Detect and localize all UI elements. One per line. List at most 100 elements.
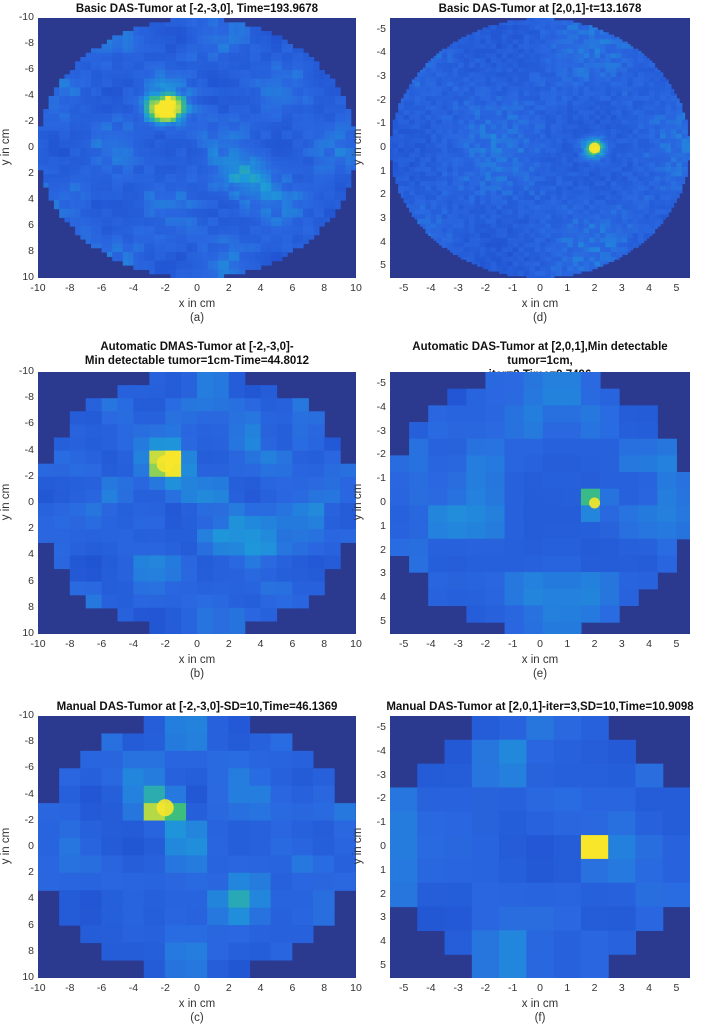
heatmap-cell xyxy=(101,44,108,49)
heatmap-cell xyxy=(80,126,87,132)
heatmap-cell xyxy=(436,195,440,199)
heatmap-cell xyxy=(244,182,251,188)
heatmap-cell xyxy=(430,91,435,95)
heatmap-cell xyxy=(313,182,320,188)
heatmap-cell xyxy=(400,162,405,166)
heatmap-cell xyxy=(144,239,150,244)
heatmap-cell xyxy=(191,104,198,110)
heatmap-cell xyxy=(228,161,235,166)
heatmap-cell xyxy=(276,61,283,67)
heatmap-cell xyxy=(436,233,440,237)
heatmap-cell xyxy=(452,79,457,83)
x-tick-label: 6 xyxy=(289,282,296,294)
heatmap-cell xyxy=(422,209,427,213)
heatmap-cell xyxy=(244,35,251,41)
heatmap-cell xyxy=(455,126,459,130)
heatmap-cell xyxy=(411,88,416,92)
heatmap-cell xyxy=(406,181,410,185)
heatmap-cell xyxy=(239,83,246,88)
heatmap-cell xyxy=(239,161,246,166)
heatmap-cell xyxy=(265,65,272,71)
heatmap-cell xyxy=(430,155,435,159)
heatmap-cell xyxy=(444,157,448,161)
heatmap-cell xyxy=(207,733,229,752)
heatmap-cell xyxy=(250,39,256,45)
heatmap-cell xyxy=(202,113,209,119)
heatmap-cell xyxy=(228,143,235,149)
heatmap-cell xyxy=(450,192,454,196)
heatmap-cell xyxy=(117,169,124,175)
heatmap-cell xyxy=(340,135,346,140)
heatmap-cell xyxy=(271,39,278,45)
heatmap-cell xyxy=(271,217,278,223)
heatmap-cell xyxy=(244,256,251,262)
heatmap-cell xyxy=(85,398,103,412)
heatmap-cell xyxy=(430,58,435,62)
heatmap-cell xyxy=(340,169,346,175)
heatmap-cell xyxy=(223,130,230,136)
heatmap-cell xyxy=(417,176,421,180)
heatmap-cell xyxy=(455,112,459,116)
heatmap-cell xyxy=(149,109,156,114)
heatmap-cell xyxy=(265,70,272,75)
heatmap-cell xyxy=(202,226,209,231)
heatmap-cell xyxy=(234,22,240,28)
heatmap-cell xyxy=(117,57,124,62)
heatmap-cell xyxy=(165,385,182,399)
heatmap-cell xyxy=(165,230,172,236)
heatmap-cell xyxy=(223,243,230,249)
heatmap-cell xyxy=(223,200,230,205)
heatmap-cell xyxy=(398,122,402,125)
heatmap-cell xyxy=(260,243,267,249)
heatmap-cell xyxy=(207,78,214,84)
heatmap-cell xyxy=(287,230,293,236)
heatmap-cell xyxy=(350,148,356,153)
heatmap-cell xyxy=(406,190,410,194)
heatmap-cell xyxy=(228,122,235,127)
heatmap-cell xyxy=(101,156,108,162)
heatmap-cell xyxy=(420,164,424,168)
heatmap-cell xyxy=(403,162,407,166)
heatmap-cell xyxy=(138,122,145,127)
heatmap-cell xyxy=(403,117,407,121)
heatmap-cell xyxy=(117,568,134,583)
heatmap-cell xyxy=(441,58,446,62)
x-tick-label: -8 xyxy=(65,282,75,294)
heatmap-cell xyxy=(181,187,187,192)
heatmap-cell xyxy=(69,78,76,84)
heatmap-cell xyxy=(165,555,182,570)
heatmap-cell xyxy=(452,226,457,229)
heatmap-cell xyxy=(175,122,182,127)
heatmap-cell xyxy=(165,195,172,201)
heatmap-cell xyxy=(218,178,225,184)
heatmap-cell xyxy=(228,152,235,158)
heatmap-cell xyxy=(436,164,440,168)
heatmap-cell xyxy=(255,208,262,214)
heatmap-cell xyxy=(212,555,230,570)
heatmap-cell xyxy=(85,57,92,62)
heatmap-cell xyxy=(101,100,108,106)
heatmap-cell xyxy=(308,87,315,93)
heatmap-cell xyxy=(85,178,92,184)
heatmap-cell xyxy=(191,165,198,171)
heatmap-cell xyxy=(159,230,166,236)
x-tick-label: 6 xyxy=(289,982,296,994)
heatmap-cell xyxy=(455,202,459,206)
heatmap-cell xyxy=(430,93,435,97)
heatmap-cell xyxy=(444,200,448,203)
heatmap-cell xyxy=(154,83,161,88)
heatmap-cell xyxy=(154,26,161,32)
heatmap-cell xyxy=(400,190,405,194)
heatmap-cell xyxy=(106,74,113,80)
heatmap-cell xyxy=(414,216,418,220)
heatmap-cell xyxy=(313,70,320,75)
heatmap-cell xyxy=(276,78,283,84)
heatmap-cell xyxy=(422,195,427,199)
heatmap-cell xyxy=(128,109,134,114)
heatmap-cell xyxy=(101,581,119,596)
heatmap-cell xyxy=(202,96,209,101)
heatmap-area xyxy=(390,18,690,278)
heatmap-cell xyxy=(398,171,402,175)
heatmap-cell xyxy=(128,195,134,201)
